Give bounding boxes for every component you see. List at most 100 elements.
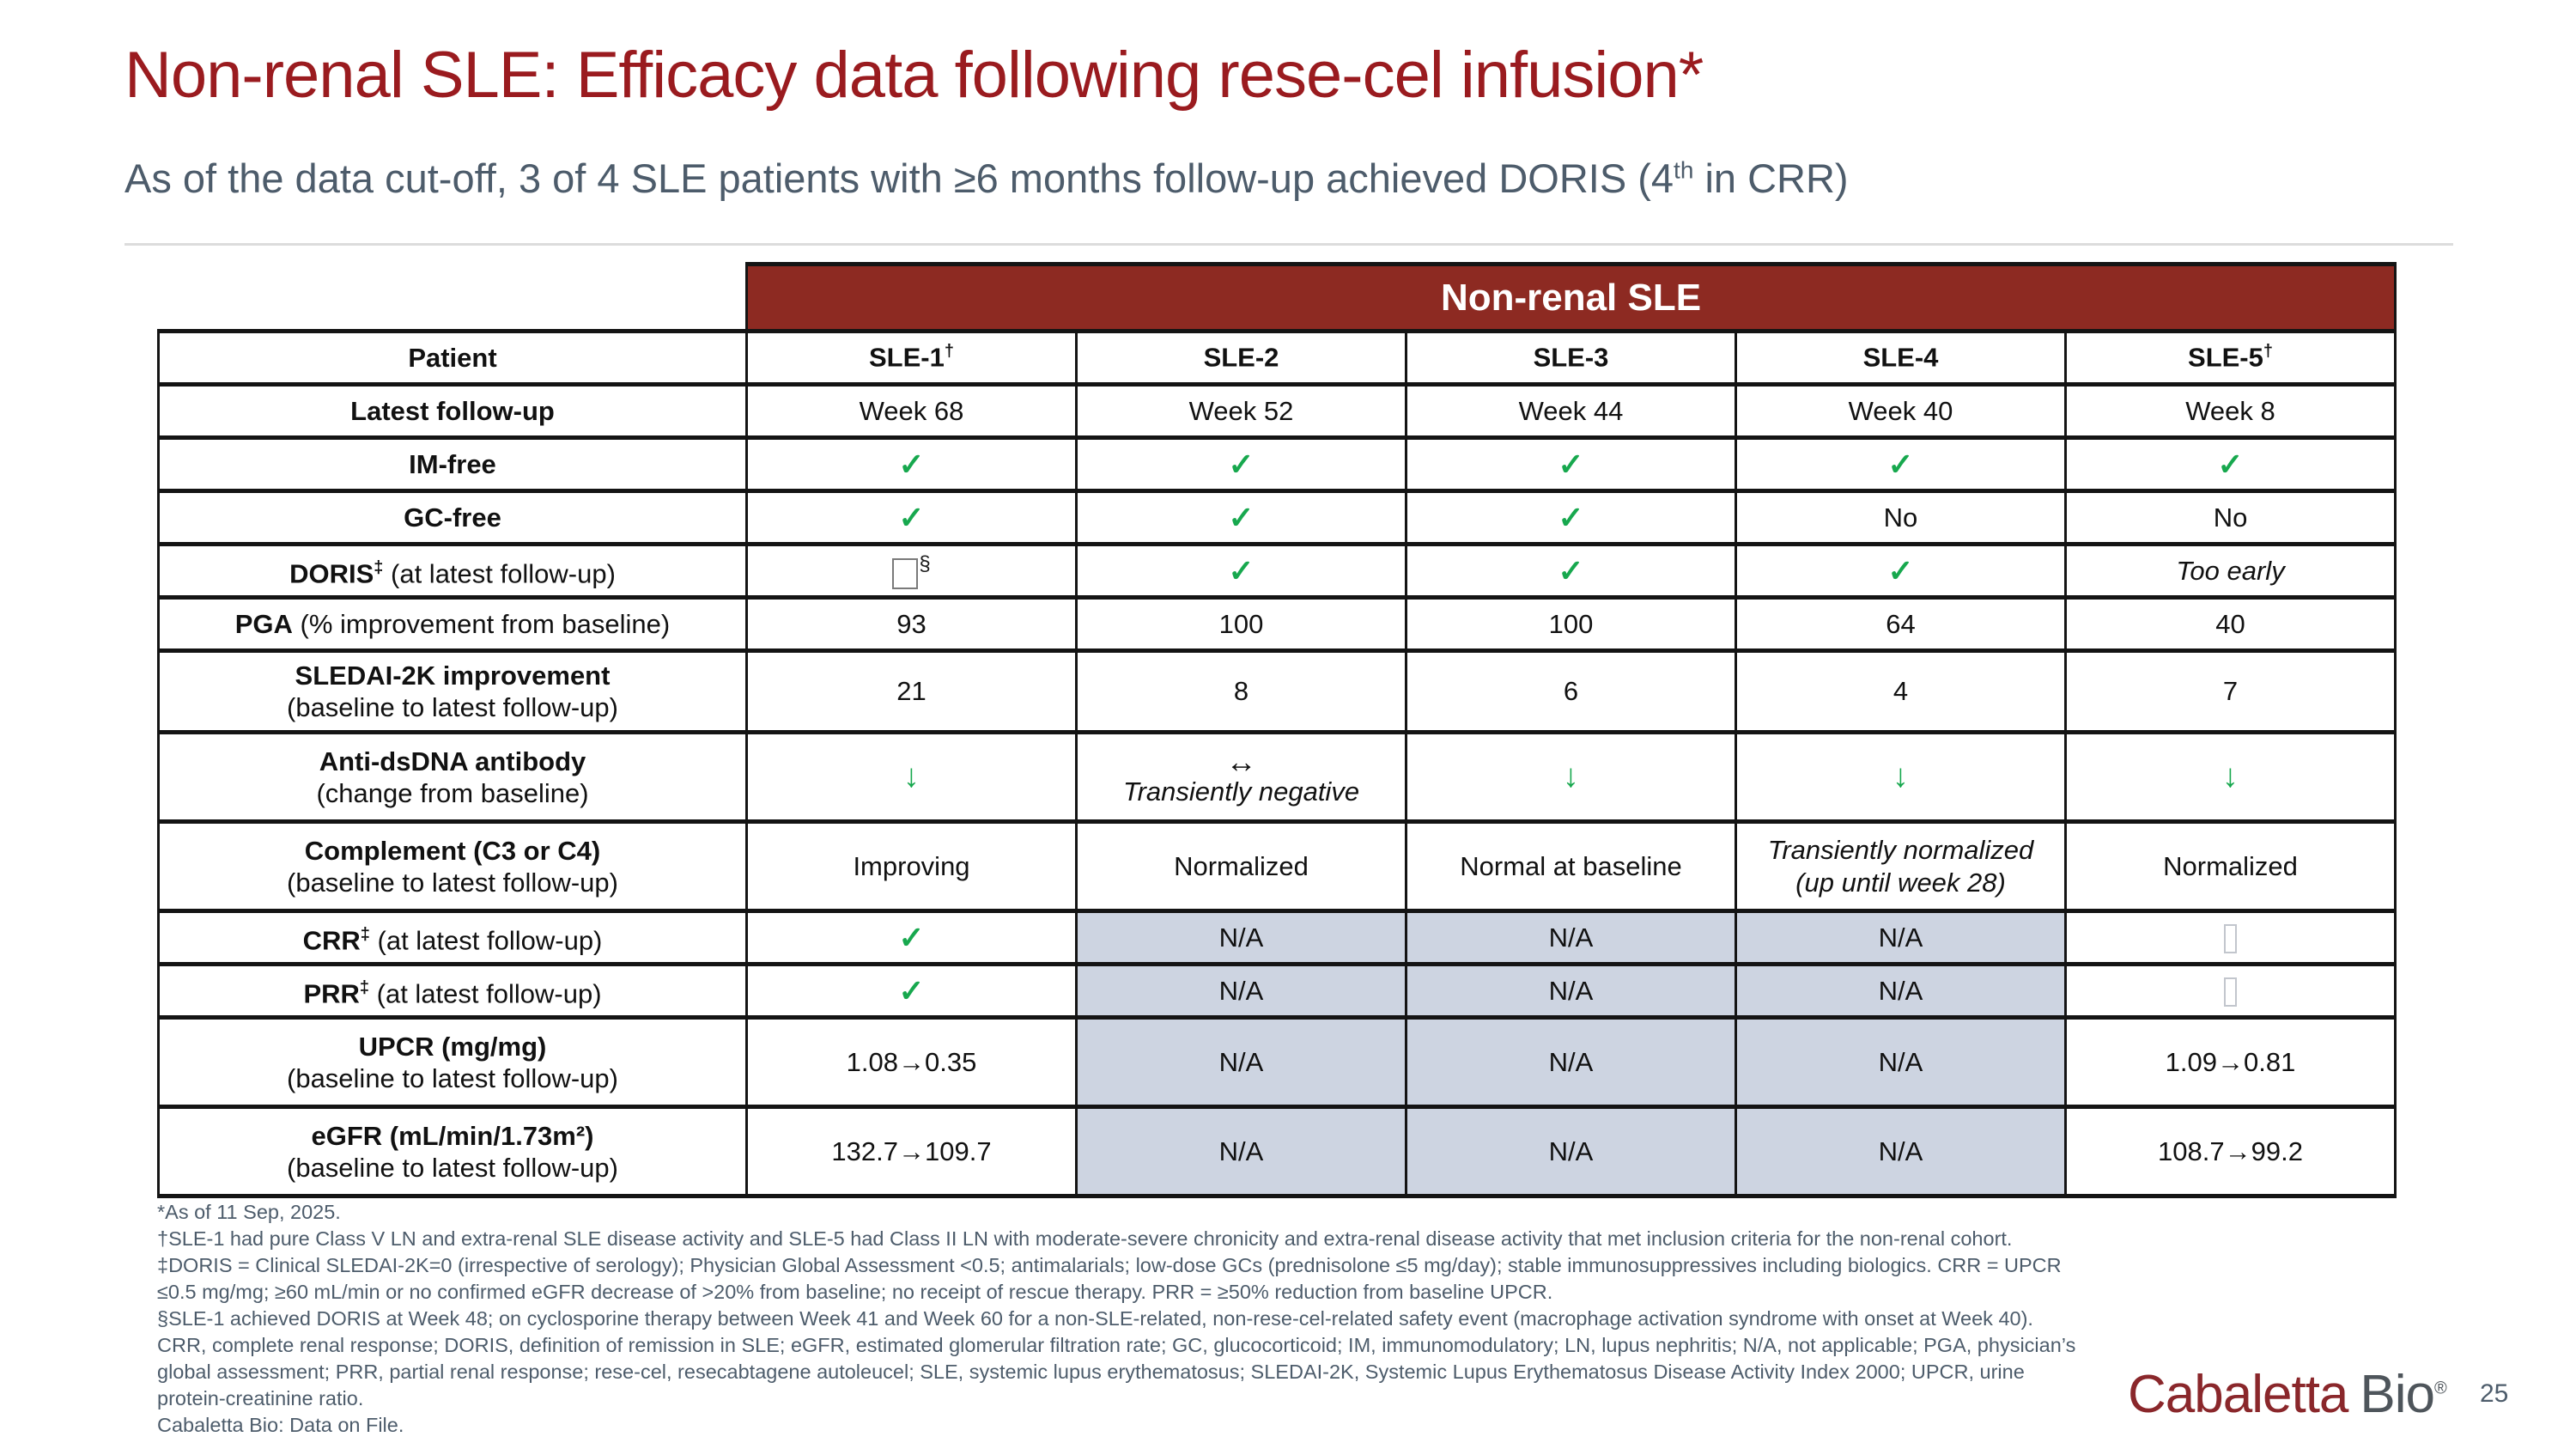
- table-cell: Week 40: [1735, 382, 2067, 440]
- row-label: UPCR (mg/mg) (baseline to latest follow-u…: [157, 1015, 748, 1109]
- row-complement: Complement (C3 or C4) (baseline to latest…: [157, 819, 2397, 913]
- row-label-text: PRR: [303, 978, 360, 1009]
- table-cell: Normalized: [2063, 819, 2397, 913]
- footnote-line: †SLE-1 had pure Class V LN and extra-ren…: [157, 1227, 2013, 1250]
- table-cell: 4: [1735, 648, 2067, 734]
- empty-box-glyph-icon: [2224, 923, 2238, 953]
- company-logo: Cabaletta Bio®: [2128, 1364, 2447, 1425]
- table-cell: N/A: [1735, 909, 2067, 966]
- table-cell: N/A: [1405, 1015, 1737, 1109]
- row-anti-dsdna: Anti-dsDNA antibody (change from baseline…: [157, 730, 2397, 824]
- col-label: SLE-2: [1203, 342, 1279, 373]
- table-cell: Transiently normalized (up until week 28): [1735, 819, 2067, 913]
- check-icon: ✓: [2217, 446, 2244, 482]
- table-cell: ↔ Transiently negative: [1075, 730, 1407, 824]
- column-header-sle4: SLE-4: [1735, 329, 2067, 387]
- check-icon: ✓: [898, 446, 925, 482]
- check-icon: ✓: [898, 972, 925, 1008]
- row-label-rest: (at latest follow-up): [383, 558, 616, 589]
- table-cell: N/A: [1735, 1015, 2067, 1109]
- slide-subtitle: As of the data cut-off, 3 of 4 SLE patie…: [125, 155, 1849, 202]
- check-icon: ✓: [1558, 499, 1584, 535]
- row-label-line2: (change from baseline): [316, 777, 589, 808]
- table-cell: ✓: [1075, 542, 1407, 600]
- row-crr: CRR‡ (at latest follow-up) ✓ N/A N/A N/A: [157, 909, 2397, 966]
- table-cell: 1.09→0.81: [2063, 1015, 2397, 1109]
- table-cell: No: [2063, 489, 2397, 546]
- row-label: DORIS‡ (at latest follow-up): [157, 542, 748, 600]
- row-pga: PGA (% improvement from baseline) 93 100…: [157, 595, 2397, 653]
- table-cell: N/A: [1075, 1105, 1407, 1198]
- left-right-arrow-icon: ↔: [1225, 743, 1257, 779]
- check-icon: ✓: [1558, 446, 1584, 482]
- table-cell: [2063, 909, 2397, 966]
- row-label-rest: (% improvement from baseline): [292, 609, 671, 639]
- footnotes: *As of 11 Sep, 2025. †SLE-1 had pure Cla…: [157, 1199, 2075, 1439]
- footnote-line: ‡DORIS = Clinical SLEDAI-2K=0 (irrespect…: [157, 1254, 2062, 1276]
- column-header-patient: Patient: [157, 329, 748, 387]
- footnote-line: *As of 11 Sep, 2025.: [157, 1201, 341, 1223]
- missing-glyph-box-icon: [892, 557, 919, 589]
- down-arrow-icon: ↓: [1893, 758, 1909, 795]
- row-label: Complement (C3 or C4) (baseline to latest…: [157, 819, 748, 913]
- table-cell: ↓: [745, 730, 1078, 824]
- banner-row: Non-renal SLE: [158, 262, 2397, 333]
- table-cell: 100: [1075, 595, 1407, 653]
- row-label-sup: ‡: [360, 924, 370, 944]
- footnote-line: §SLE-1 achieved DORIS at Week 48; on cyc…: [157, 1307, 2033, 1330]
- row-label: GC-free: [157, 489, 748, 546]
- row-label-line2: (baseline to latest follow-up): [287, 1152, 618, 1183]
- row-label: eGFR (mL/min/1.73m²) (baseline to latest …: [157, 1105, 748, 1198]
- table-cell: N/A: [1405, 909, 1737, 966]
- col-sup: †: [2263, 342, 2273, 362]
- table-cell: N/A: [1405, 962, 1737, 1020]
- check-icon: ✓: [1558, 552, 1584, 588]
- row-upcr: UPCR (mg/mg) (baseline to latest follow-u…: [157, 1015, 2397, 1109]
- column-header-sle5: SLE-5†: [2063, 329, 2397, 387]
- row-label-text: Complement (C3 or C4): [304, 835, 601, 866]
- down-arrow-icon: ↓: [1563, 758, 1579, 795]
- row-label: CRR‡ (at latest follow-up): [157, 909, 748, 966]
- table-cell: 108.7→99.2: [2063, 1105, 2397, 1198]
- logo-cabaletta: Cabaletta: [2128, 1365, 2348, 1424]
- table-cell: Week 68: [745, 382, 1078, 440]
- table-cell: [2063, 962, 2397, 1020]
- row-label: PRR‡ (at latest follow-up): [157, 962, 748, 1020]
- check-icon: ✓: [1887, 552, 1914, 588]
- row-label-rest: (at latest follow-up): [369, 925, 603, 956]
- cell-line1: Transiently normalized: [1767, 834, 2034, 865]
- table-cell: ✓: [1405, 542, 1737, 600]
- column-header-sle2: SLE-2: [1075, 329, 1407, 387]
- row-label-text: GC-free: [404, 502, 501, 533]
- table-cell: Improving: [745, 819, 1078, 913]
- check-icon: ✓: [1228, 552, 1255, 588]
- row-label-line2: (baseline to latest follow-up): [287, 1062, 618, 1093]
- efficacy-table: Non-renal SLE Patient SLE-1† SLE-2 SLE-3…: [157, 262, 2397, 1198]
- down-arrow-icon: ↓: [2222, 758, 2239, 795]
- table-cell: ✓: [1405, 489, 1737, 546]
- footnote-line: global assessment; PRR, partial renal re…: [157, 1361, 2025, 1383]
- row-label-sup: ‡: [374, 557, 384, 577]
- table-cell: N/A: [1405, 1105, 1737, 1198]
- table-cell: No: [1735, 489, 2067, 546]
- row-doris: DORIS‡ (at latest follow-up) § ✓ ✓ ✓ Too…: [157, 542, 2397, 600]
- row-label-text: eGFR (mL/min/1.73m²): [311, 1120, 594, 1151]
- check-icon: ✓: [1228, 499, 1255, 535]
- column-header-sle1: SLE-1†: [745, 329, 1078, 387]
- section-sign: §: [919, 552, 931, 576]
- table-cell: ✓: [1075, 435, 1407, 493]
- table-cell: Too early: [2063, 542, 2397, 600]
- col-label: SLE-5: [2188, 342, 2263, 373]
- divider-line: [125, 243, 2453, 246]
- subtitle-text: As of the data cut-off, 3 of 4 SLE patie…: [125, 155, 1674, 201]
- table-cell: §: [745, 542, 1078, 600]
- row-label: SLEDAI-2K improvement (baseline to latest…: [157, 648, 748, 734]
- row-label-text: IM-free: [409, 449, 496, 479]
- table-cell: Week 8: [2063, 382, 2397, 440]
- footnote-line: ≤0.5 mg/mg; ≥60 mL/min or no confirmed e…: [157, 1281, 1553, 1303]
- row-label-text: Latest follow-up: [350, 396, 555, 426]
- logo-bio: Bio: [2360, 1365, 2435, 1424]
- table-cell: ✓: [745, 489, 1078, 546]
- table-cell: 93: [745, 595, 1078, 653]
- table-cell: 7: [2063, 648, 2397, 734]
